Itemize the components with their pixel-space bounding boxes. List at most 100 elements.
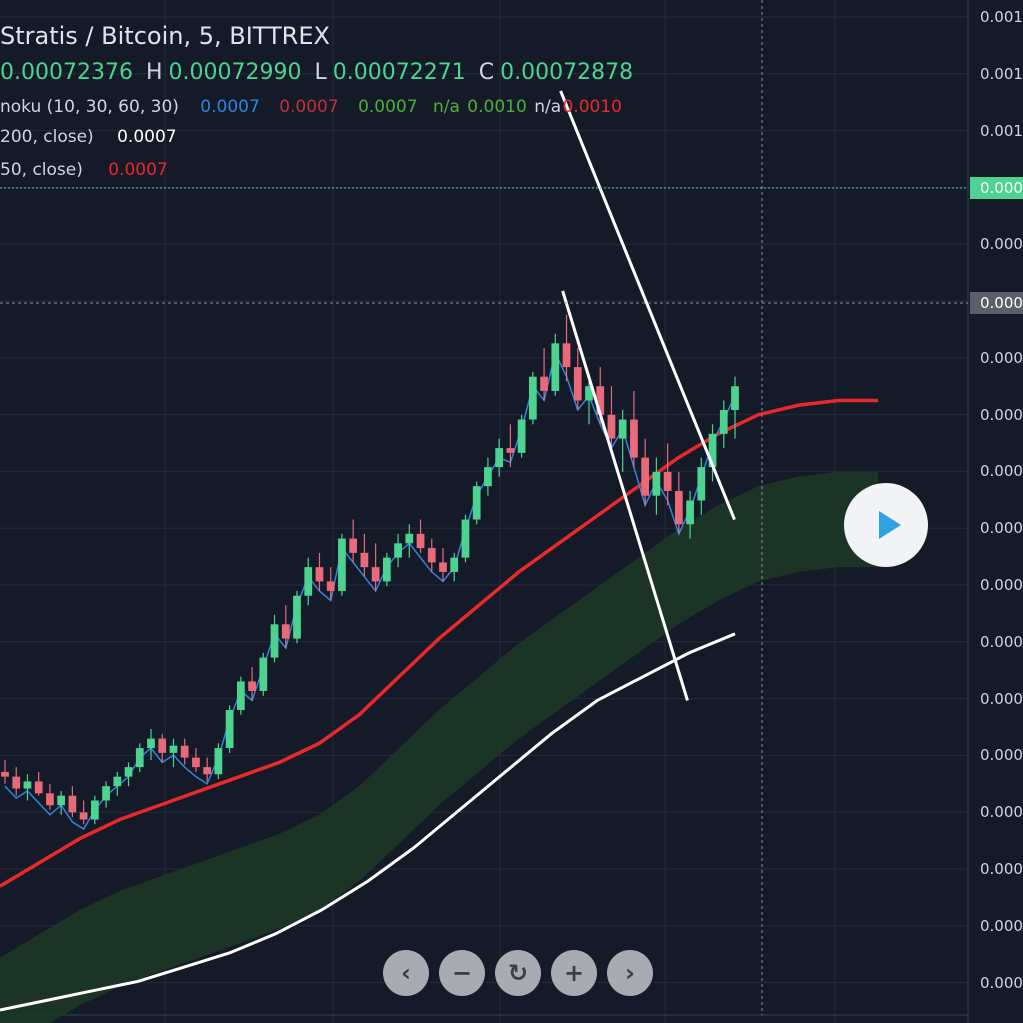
ma50-line: [0, 398, 878, 888]
candle-body: [57, 795, 66, 806]
candle-body: [225, 710, 234, 749]
candle-body: [382, 557, 391, 582]
trendline: [561, 290, 689, 701]
span-a-value: n/a: [432, 97, 460, 117]
candle-body: [192, 757, 200, 768]
ohlc-readout: 0.00072376 H 0.00072990 L 0.00072271 C 0.00…: [0, 60, 639, 85]
candle-body: [596, 386, 605, 415]
candle-body: [439, 562, 447, 572]
ma200-legend[interactable]: 200, close) 0.0007: [0, 127, 183, 147]
chikou-value: 0.0007: [358, 97, 418, 117]
candle-body: [652, 471, 661, 496]
price-axis-label: 0.000: [980, 746, 1023, 765]
scroll-right-button[interactable]: ›: [607, 950, 653, 996]
ichimoku-legend[interactable]: noku (10, 30, 60, 30) 0.0007 0.0007 0.00…: [0, 97, 628, 117]
high-label: H: [145, 60, 163, 85]
low-value: 0.00072271: [332, 60, 466, 85]
trendline: [559, 90, 736, 521]
candle-body: [46, 793, 54, 806]
zoom-out-button[interactable]: −: [439, 950, 485, 996]
price-axis-label: 0.000: [980, 576, 1023, 594]
candle-body: [281, 624, 290, 639]
candle-body: [618, 419, 627, 439]
candle-body: [102, 786, 110, 801]
candle-body: [68, 795, 77, 813]
span-b-value: 0.0010: [562, 97, 622, 117]
candle-body: [562, 343, 571, 368]
reset-button[interactable]: ↻: [495, 950, 541, 996]
ma50-label: 50, close): [0, 160, 83, 180]
open-value: 0.00072376: [0, 60, 133, 85]
crosshair-price-tag: 0.000: [970, 292, 1023, 314]
price-axis-label: 0.000: [980, 235, 1023, 254]
ma200-value: 0.0007: [117, 127, 177, 147]
candle-body: [663, 471, 672, 491]
ichimoku-label: noku (10, 30, 60, 30): [0, 97, 179, 117]
candle-body: [304, 567, 313, 596]
candle-body: [34, 781, 43, 794]
candle-body: [326, 581, 335, 591]
candle-body: [528, 376, 537, 420]
tenkan-value: 0.0007: [200, 97, 260, 117]
candle-body: [23, 781, 32, 789]
candle-body: [270, 624, 279, 658]
symbol-title: Stratis / Bitcoin, 5, BITTREX: [0, 22, 330, 50]
chart-navigation: ‹ − ↻ + ›: [383, 950, 653, 998]
span-a-value-2: 0.0010: [467, 97, 527, 117]
candle-body: [158, 738, 167, 753]
price-axis-label: 0.001: [980, 121, 1023, 140]
candle-body: [731, 386, 739, 410]
candle-body: [203, 767, 212, 775]
candle-body: [315, 567, 324, 582]
price-axis-label: 0.001: [980, 64, 1023, 83]
candle-body: [551, 343, 560, 391]
ma50-value: 0.0007: [108, 160, 168, 180]
kijun-value: 0.0007: [279, 97, 339, 117]
candle-body: [180, 745, 189, 758]
price-axis-label: 0.000: [980, 519, 1023, 538]
ma200-label: 200, close): [0, 127, 94, 147]
candle-body: [259, 657, 268, 691]
candle-body: [405, 533, 414, 544]
candle-body: [338, 538, 346, 591]
candle-body: [686, 500, 694, 525]
candle-body: [585, 386, 593, 401]
candle-body: [371, 567, 380, 582]
high-value: 0.00072990: [168, 60, 302, 85]
close-value: 0.00072878: [500, 60, 634, 85]
candle-body: [169, 745, 178, 753]
candle-body: [630, 419, 638, 458]
price-axis-label: 0.000: [980, 973, 1023, 992]
price-axis-label: 0.000: [980, 860, 1023, 878]
span-b-label: n/a: [534, 97, 562, 117]
scroll-left-button[interactable]: ‹: [383, 950, 429, 996]
candle-body: [12, 776, 21, 789]
candle-body: [540, 376, 548, 391]
candle-body: [236, 681, 245, 710]
candle-body: [135, 748, 144, 768]
zoom-in-button[interactable]: +: [551, 950, 597, 996]
candle-body: [472, 486, 481, 520]
candle-body: [394, 543, 402, 558]
price-axis-label: 0.000: [980, 916, 1023, 935]
candle-body: [293, 595, 301, 639]
candle-body: [708, 433, 717, 468]
tenkan-line: [4, 350, 736, 831]
candle-body: [214, 748, 223, 775]
candle-body: [607, 414, 616, 439]
close-label: C: [478, 60, 495, 85]
price-axis-label: 0.000: [980, 632, 1023, 651]
candle-body: [248, 681, 256, 691]
candle-body: [79, 812, 88, 820]
candle-body: [1, 771, 9, 777]
play-button[interactable]: [844, 483, 928, 567]
ma200-line: [0, 632, 736, 1012]
ma50-legend[interactable]: 50, close) 0.0007: [0, 160, 174, 180]
candle-body: [495, 448, 504, 468]
candle-body: [461, 519, 470, 558]
price-axis-label: 0.001: [980, 8, 1023, 26]
candle-body: [90, 800, 99, 820]
candle-body: [360, 552, 369, 568]
candle-body: [719, 410, 728, 434]
